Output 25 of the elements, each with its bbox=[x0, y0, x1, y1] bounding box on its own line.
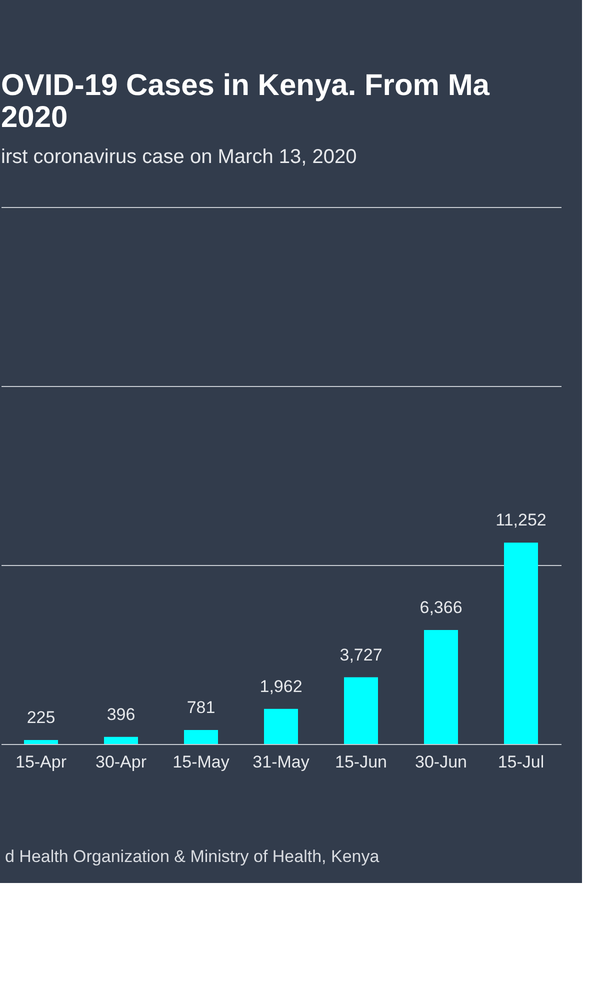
data-label: 3,727 bbox=[340, 645, 382, 664]
text: d Health Organization & Ministry of Health, Kenya bbox=[5, 847, 380, 866]
bar bbox=[344, 677, 378, 744]
bar bbox=[24, 740, 58, 744]
x-tick-label: 15-Jun bbox=[335, 752, 387, 772]
data-label: 1,962 bbox=[260, 676, 302, 696]
bar bbox=[264, 708, 298, 744]
bar bbox=[504, 542, 538, 744]
x-tick-label: 15-Apr bbox=[15, 752, 67, 772]
data-label: 6,366 bbox=[420, 598, 462, 618]
bar bbox=[184, 730, 218, 744]
data-label: 11,252 bbox=[496, 510, 546, 530]
text: 2020 bbox=[1, 101, 68, 134]
x-tick-label: 15-May bbox=[172, 752, 230, 772]
chart-subtitle: irst coronavirus case on March 13, 2020 bbox=[1, 146, 357, 168]
data-label: 225 bbox=[26, 708, 56, 727]
x-tick-label: 15-Jul bbox=[498, 752, 544, 772]
x-tick-label: 30-Apr bbox=[95, 752, 147, 772]
text: OVID-19 Cases in Kenya. From Ma bbox=[1, 69, 490, 102]
data-label: 396 bbox=[106, 704, 136, 724]
x-tick-label: 30-Jun bbox=[415, 752, 467, 772]
data-label: 781 bbox=[186, 698, 216, 718]
bar bbox=[424, 630, 458, 744]
bar bbox=[104, 736, 138, 744]
x-tick-label: 31-May bbox=[252, 752, 310, 772]
